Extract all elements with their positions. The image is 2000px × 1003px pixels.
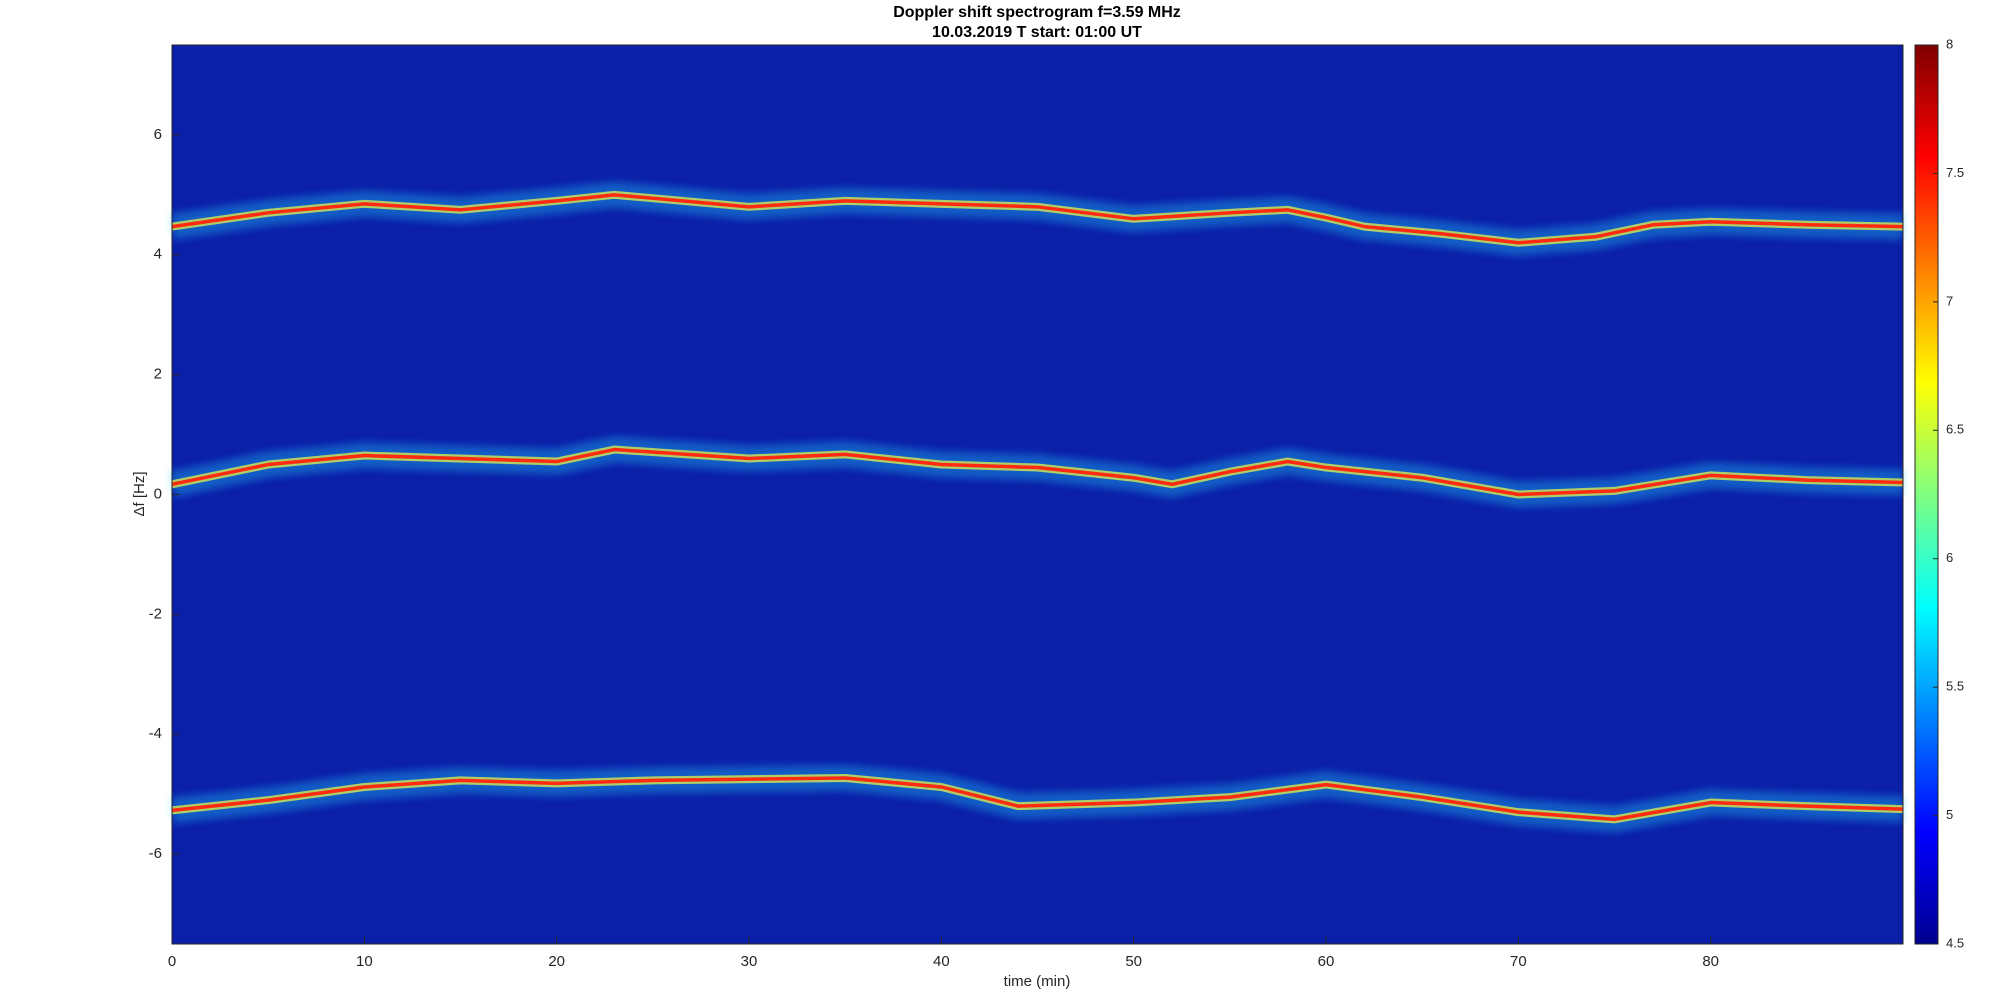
chart-subtitle: 10.03.2019 T start: 01:00 UT <box>932 24 1142 41</box>
trace <box>171 193 1904 245</box>
colorbar-tick-label: 8 <box>1946 36 1953 51</box>
y-tick-label: 4 <box>154 246 162 263</box>
trace <box>171 447 1904 497</box>
colorbar-tick-label: 5.5 <box>1946 679 1964 694</box>
x-tick-label: 50 <box>1125 953 1142 970</box>
x-tick-label: 60 <box>1318 953 1335 970</box>
y-tick-label: -6 <box>149 845 162 862</box>
y-tick-label: 0 <box>154 485 162 502</box>
chart-title: Doppler shift spectrogram f=3.59 MHz <box>893 4 1181 21</box>
colorbar <box>1914 44 1939 945</box>
colorbar-tick-label: 6.5 <box>1946 422 1964 437</box>
y-tick-label: -4 <box>149 725 162 742</box>
colorbar-tick-label: 7.5 <box>1946 165 1964 180</box>
y-axis-label: Δf [Hz] <box>131 471 148 516</box>
y-tick-label: 2 <box>154 366 162 383</box>
colorbar-tick-label: 6 <box>1946 550 1953 565</box>
y-tick-label: -2 <box>149 605 162 622</box>
x-tick-label: 80 <box>1702 953 1719 970</box>
x-axis-label: time (min) <box>1004 973 1071 990</box>
x-tick-label: 40 <box>933 953 950 970</box>
x-tick-label: 30 <box>741 953 758 970</box>
colorbar-tick-label: 5 <box>1946 807 1953 822</box>
trace <box>171 776 1904 822</box>
colorbar-tick-label: 4.5 <box>1946 935 1964 950</box>
colorbar-tick-label: 7 <box>1946 293 1953 308</box>
x-tick-label: 0 <box>168 953 176 970</box>
x-tick-label: 70 <box>1510 953 1527 970</box>
x-tick-label: 10 <box>356 953 373 970</box>
x-tick-label: 20 <box>548 953 565 970</box>
y-tick-label: 6 <box>154 126 162 143</box>
